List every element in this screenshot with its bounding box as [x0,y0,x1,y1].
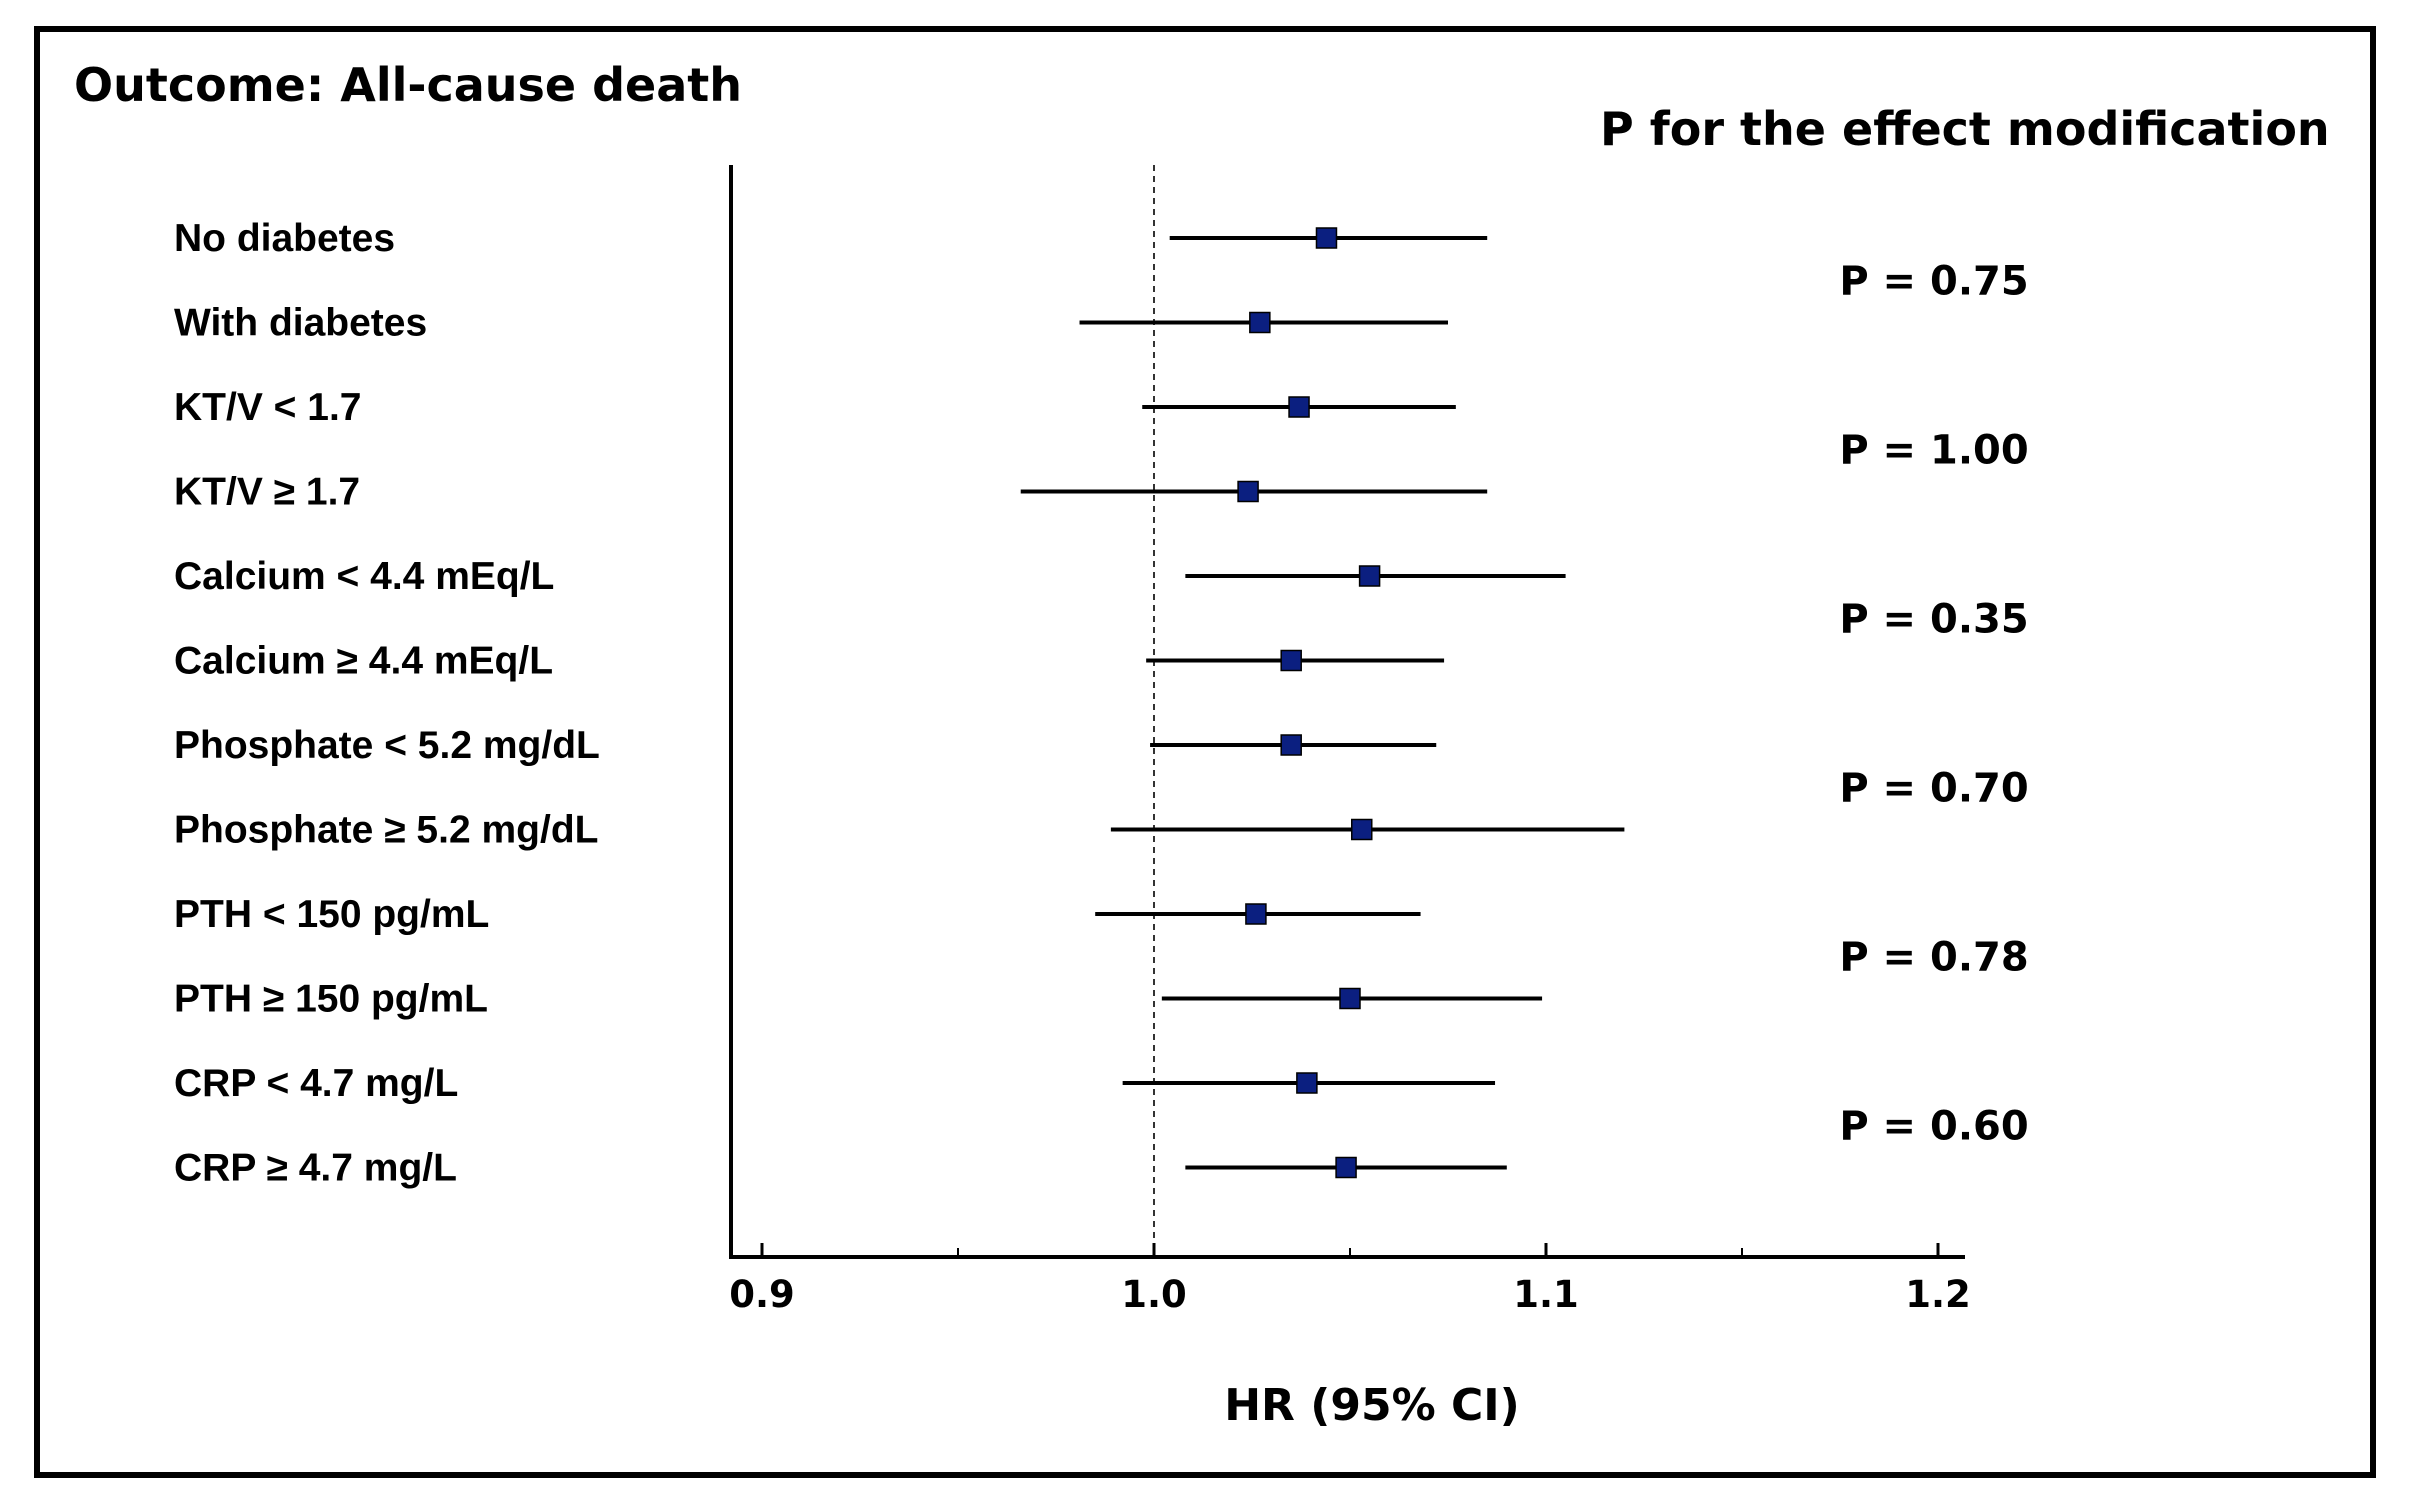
chart-title: Outcome: All-cause death [74,58,742,112]
point-estimate [1351,818,1373,841]
row-label: KT/V ≥ 1.7 [174,471,360,514]
row-label: KT/V < 1.7 [174,386,362,429]
x-tick-label: 1.0 [1121,1273,1187,1316]
p-values: P = 0.75 P = 1.00 P = 0.35 P = 0.70 P = 0.78… [1839,258,2028,1149]
row-label: Calcium < 4.4 mEq/L [174,555,554,598]
x-tick-label: 1.1 [1513,1273,1579,1316]
row-label: PTH < 150 pg/mL [174,893,489,936]
confidence-intervals [1020,227,1625,1179]
p-value-label: P = 0.70 [1839,765,2028,811]
row-label: No diabetes [174,217,395,260]
x-tick-label: 1.2 [1905,1273,1971,1316]
row-label: CRP ≥ 4.7 mg/L [174,1147,457,1190]
p-value-label: P = 0.35 [1839,596,2028,642]
p-value-header: P for the effect modification [1600,102,2330,156]
row-label: With diabetes [174,302,427,345]
p-value-label: P = 0.60 [1839,1103,2028,1149]
point-estimate [1245,903,1267,925]
x-axis-title: HR (95% CI) [1224,1380,1520,1431]
point-estimate [1237,480,1259,503]
point-estimate [1339,987,1361,1010]
point-estimate [1280,649,1302,672]
x-tick-label: 0.9 [729,1273,795,1316]
p-value-label: P = 1.00 [1839,427,2028,473]
p-value-label: P = 0.78 [1839,934,2028,980]
point-estimate [1280,734,1302,756]
row-label: CRP < 4.7 mg/L [174,1062,458,1105]
p-value-label: P = 0.75 [1839,258,2028,304]
row-labels: No diabetes With diabetes KT/V < 1.7 KT/V ≥… [174,217,600,1190]
row-label: Phosphate ≥ 5.2 mg/dL [174,809,598,852]
point-estimate [1296,1072,1318,1094]
figure-frame [34,26,2376,1478]
row-label: Calcium ≥ 4.4 mEq/L [174,640,553,683]
point-estimate [1335,1156,1357,1179]
point-estimate [1315,227,1338,249]
point-estimate [1358,565,1381,587]
point-estimate [1288,396,1310,418]
row-label: PTH ≥ 150 pg/mL [174,978,488,1021]
point-estimate [1249,311,1271,334]
axes: 0.9 1.0 1.1 1.2 [729,165,1971,1316]
row-label: Phosphate < 5.2 mg/dL [174,724,600,767]
